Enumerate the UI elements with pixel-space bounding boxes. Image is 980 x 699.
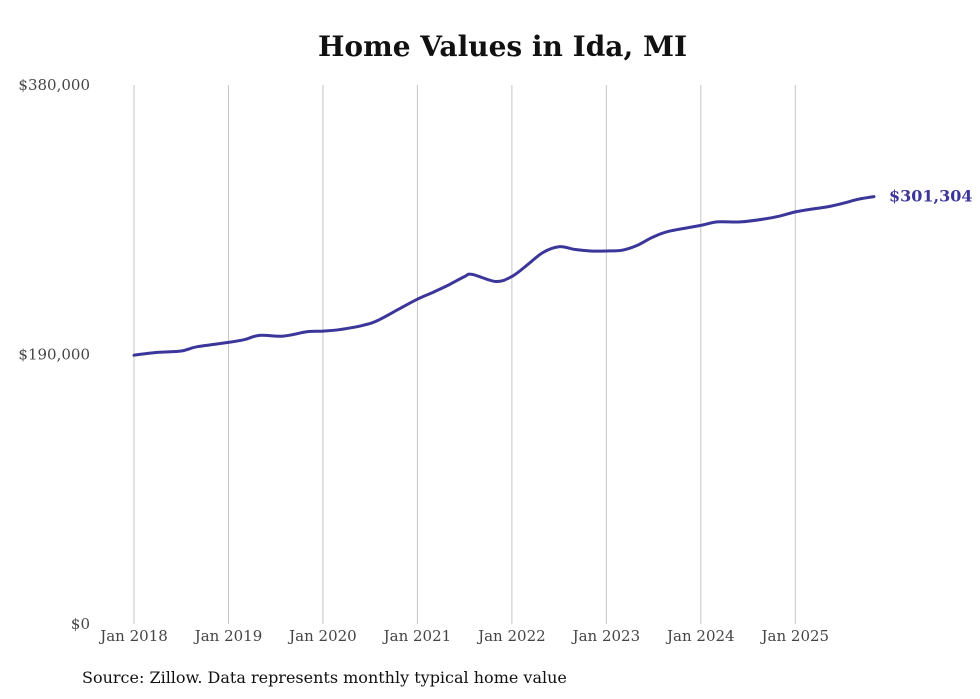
x-tick-label: Jan 2022 — [476, 627, 546, 645]
series-line — [132, 195, 876, 357]
x-tick-label: Jan 2019 — [193, 627, 263, 645]
series-end-label: $301,304 — [889, 187, 973, 206]
x-tick-label: Jan 2020 — [287, 627, 357, 645]
gridlines — [133, 85, 796, 624]
series-layer: $301,304 — [132, 187, 973, 357]
y-tick-label: $0 — [71, 615, 90, 633]
x-tick-label: Jan 2024 — [665, 627, 735, 645]
y-tick-label: $380,000 — [18, 76, 90, 94]
y-tick-label: $190,000 — [18, 346, 90, 364]
x-tick-label: Jan 2023 — [571, 627, 641, 645]
x-axis: Jan 2018 Jan 2019 Jan 2020 Jan 2021 Jan 2022… — [98, 627, 829, 645]
x-tick-label: Jan 2018 — [98, 627, 168, 645]
x-tick-label: Jan 2021 — [382, 627, 452, 645]
x-tick-label: Jan 2025 — [760, 627, 830, 645]
y-axis: $0 $190,000 $380,000 — [18, 76, 90, 633]
source-note: Source: Zillow. Data represents monthly … — [82, 668, 567, 687]
chart-title: Home Values in Ida, MI — [317, 30, 688, 63]
